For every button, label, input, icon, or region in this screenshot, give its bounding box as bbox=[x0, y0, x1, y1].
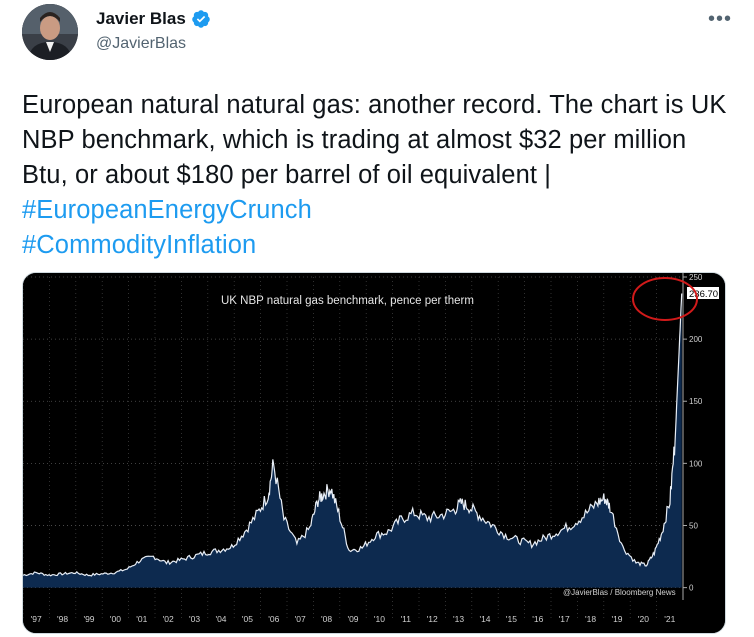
chart-source: @JavierBlas / Bloomberg News bbox=[563, 588, 676, 597]
chart-title: UK NBP natural gas benchmark, pence per … bbox=[221, 295, 474, 307]
x-tick-label: '05 bbox=[242, 614, 253, 624]
author-handle[interactable]: @JavierBlas bbox=[96, 35, 187, 52]
highlight-circle bbox=[632, 277, 698, 321]
chart-x-axis: '97 '98 '99 '00 '01 '02 '03 '04 '05 '06 '07 '08 '09 '… bbox=[31, 614, 676, 624]
x-tick-label: '09 bbox=[347, 614, 358, 624]
x-tick-label: '18 bbox=[585, 614, 596, 624]
verified-badge-icon bbox=[192, 10, 210, 28]
x-tick-label: '97 bbox=[31, 614, 42, 624]
chart-area-fill bbox=[23, 293, 682, 588]
x-tick-label: '07 bbox=[295, 614, 306, 624]
x-tick-label: '03 bbox=[189, 614, 200, 624]
x-tick-label: '16 bbox=[532, 614, 543, 624]
y-tick-label: 150 bbox=[689, 397, 703, 406]
x-tick-label: '08 bbox=[321, 614, 332, 624]
x-tick-label: '20 bbox=[638, 614, 649, 624]
chart-y-axis: 0 50 100 150 200 250 bbox=[682, 273, 703, 600]
y-tick-label: 50 bbox=[689, 521, 698, 530]
more-options-icon[interactable]: ••• bbox=[707, 8, 732, 30]
x-tick-label: '15 bbox=[506, 614, 517, 624]
y-tick-label: 100 bbox=[689, 459, 703, 468]
chart-price-line bbox=[23, 293, 683, 577]
x-tick-label: '04 bbox=[215, 614, 226, 624]
x-tick-label: '00 bbox=[110, 614, 121, 624]
y-tick-label: 0 bbox=[689, 584, 694, 593]
x-tick-label: '19 bbox=[611, 614, 622, 624]
x-tick-label: '99 bbox=[83, 614, 94, 624]
y-tick-label: 200 bbox=[689, 335, 703, 344]
x-tick-label: '98 bbox=[57, 614, 68, 624]
x-tick-label: '12 bbox=[427, 614, 438, 624]
chart-svg: 0 50 100 150 200 250 '97 '98 '99 '00 '01 '02 '03 '04… bbox=[23, 273, 725, 633]
x-tick-label: '11 bbox=[401, 614, 412, 624]
x-tick-label: '21 bbox=[664, 614, 675, 624]
x-tick-label: '06 bbox=[268, 614, 279, 624]
x-tick-label: '14 bbox=[479, 614, 490, 624]
last-value-label: 236.70 bbox=[689, 289, 718, 300]
x-tick-label: '02 bbox=[163, 614, 174, 624]
author-name[interactable]: Javier Blas bbox=[96, 9, 211, 29]
avatar-image bbox=[22, 4, 78, 60]
tweet-body: European natural natural gas: another re… bbox=[22, 91, 727, 189]
tweet-media-chart[interactable]: 0 50 100 150 200 250 '97 '98 '99 '00 '01 '02 '03 '04… bbox=[22, 272, 726, 634]
x-tick-label: '01 bbox=[136, 614, 147, 624]
x-tick-label: '17 bbox=[559, 614, 570, 624]
y-tick-label: 250 bbox=[689, 273, 703, 282]
avatar[interactable] bbox=[22, 4, 78, 60]
hashtag-european-energy-crunch[interactable]: #EuropeanEnergyCrunch bbox=[22, 196, 312, 224]
author-name-text[interactable]: Javier Blas bbox=[96, 9, 186, 28]
x-tick-label: '10 bbox=[374, 614, 385, 624]
tweet-text: European natural natural gas: another re… bbox=[22, 88, 737, 263]
x-tick-label: '13 bbox=[453, 614, 464, 624]
hashtag-commodity-inflation[interactable]: #CommodityInflation bbox=[22, 231, 257, 259]
